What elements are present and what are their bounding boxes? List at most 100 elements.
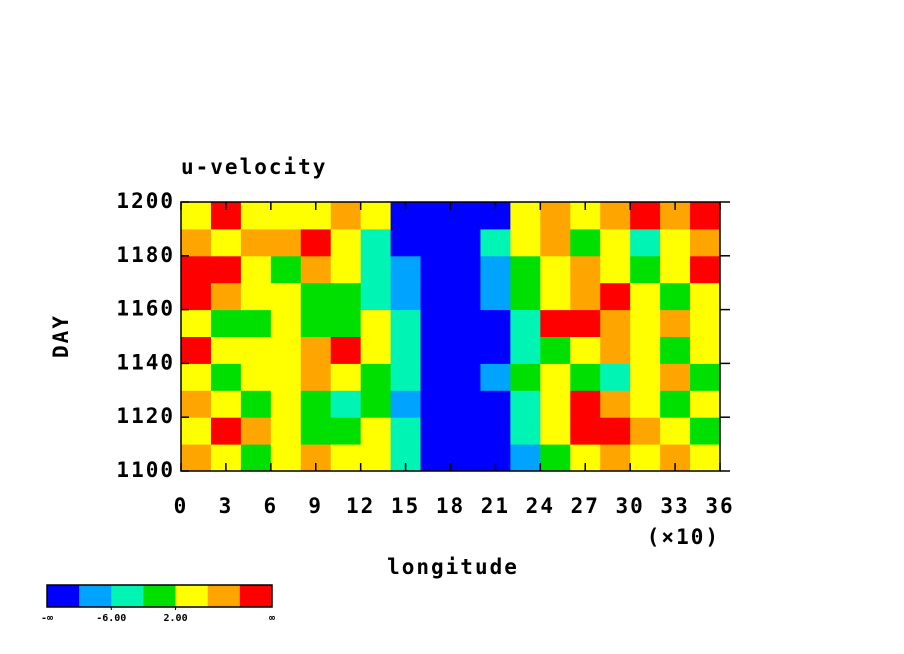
contour-cell (240, 444, 272, 472)
contour-cell (240, 255, 272, 284)
contour-cell (450, 309, 481, 337)
contour-cell (630, 444, 661, 472)
contour-cell (181, 336, 212, 364)
contour-cell (630, 336, 661, 364)
x-tick-label: 3 (219, 494, 234, 518)
contour-cell (630, 309, 661, 337)
contour-cell (450, 390, 481, 418)
contour-cell (570, 363, 601, 391)
contour-cell (600, 202, 631, 230)
contour-cell (210, 390, 242, 418)
x-tick-label: 33 (660, 494, 689, 518)
contour-cell (270, 255, 302, 284)
y-tick-label: 1160 (116, 297, 175, 321)
contour-cell (181, 255, 212, 284)
contour-cell (510, 228, 541, 257)
contour-cell (210, 282, 242, 311)
contour-cell (600, 228, 631, 257)
contour-cell (300, 228, 332, 257)
contour-cell (690, 390, 721, 418)
contour-cell (510, 444, 541, 472)
contour-cell (570, 282, 601, 311)
x-tick-label: 18 (436, 494, 465, 518)
contour-cell (240, 336, 272, 364)
contour-cell (390, 255, 422, 284)
colorbar-swatch (47, 585, 80, 607)
y-tick-label: 1120 (116, 404, 175, 428)
colorbar-swatch (143, 585, 176, 607)
contour-cell (540, 255, 571, 284)
contour-cell (660, 363, 691, 391)
contour-cell (330, 417, 362, 445)
y-tick-label: 1100 (116, 458, 175, 482)
contour-cell (420, 282, 451, 311)
contour-cell (660, 255, 691, 284)
colorbar-frame (46, 584, 273, 608)
y-tick-label: 1200 (116, 189, 175, 213)
contour-cell (510, 417, 541, 445)
contour-cell (540, 417, 571, 445)
contour-cell (450, 202, 481, 230)
x-tick-label: 15 (391, 494, 420, 518)
contour-cell (600, 363, 631, 391)
contour-cell (360, 255, 392, 284)
contour-field (181, 202, 721, 472)
contour-cell (690, 228, 721, 257)
contour-cell (390, 390, 422, 418)
contour-cell (300, 282, 332, 311)
contour-cell (420, 444, 451, 472)
contour-cell (510, 363, 541, 391)
y-axis-label: DAY (49, 314, 73, 358)
contour-cell (450, 228, 481, 257)
contour-cell (360, 417, 392, 445)
contour-cell (390, 228, 422, 257)
colorbar-swatch (79, 585, 112, 607)
contour-cell (540, 444, 571, 472)
contour-cell (570, 390, 601, 418)
colorbar-label: ∞ (269, 613, 275, 624)
contour-cell (270, 202, 302, 230)
contour-cell (630, 390, 661, 418)
contour-cell (690, 255, 721, 284)
contour-cell (390, 282, 422, 311)
contour-cell (300, 309, 332, 337)
contour-cell (540, 202, 571, 230)
contour-cell (330, 390, 362, 418)
contour-cell (600, 417, 631, 445)
x-tick-label: 6 (264, 494, 279, 518)
contour-cell (540, 228, 571, 257)
contour-cell (270, 336, 302, 364)
contour-cell (480, 282, 511, 311)
contour-cell (300, 390, 332, 418)
contour-cell (660, 390, 691, 418)
contour-cell (300, 255, 332, 284)
contour-cell (570, 336, 601, 364)
contour-cell (630, 202, 661, 230)
contour-cell (330, 336, 362, 364)
contour-cell (630, 228, 661, 257)
contour-cell (270, 363, 302, 391)
contour-cell (660, 309, 691, 337)
contour-cell (270, 228, 302, 257)
contour-cell (330, 228, 362, 257)
contour-cell (420, 309, 451, 337)
contour-cell (690, 444, 721, 472)
contour-cell (360, 228, 392, 257)
contour-cell (181, 228, 212, 257)
contour-cell (210, 417, 242, 445)
contour-cell (510, 282, 541, 311)
contour-cell (181, 202, 212, 230)
x-tick-label: 27 (571, 494, 600, 518)
contour-cell (660, 282, 691, 311)
colorbar-label: -6.00 (96, 613, 126, 624)
contour-cell (690, 282, 721, 311)
contour-cell (450, 282, 481, 311)
contour-cell (450, 336, 481, 364)
contour-cell (450, 255, 481, 284)
contour-cell (240, 363, 272, 391)
contour-cell (390, 336, 422, 364)
contour-cell (540, 390, 571, 418)
y-tick-label: 1180 (116, 243, 175, 267)
contour-cell (420, 202, 451, 230)
contour-cell (300, 417, 332, 445)
